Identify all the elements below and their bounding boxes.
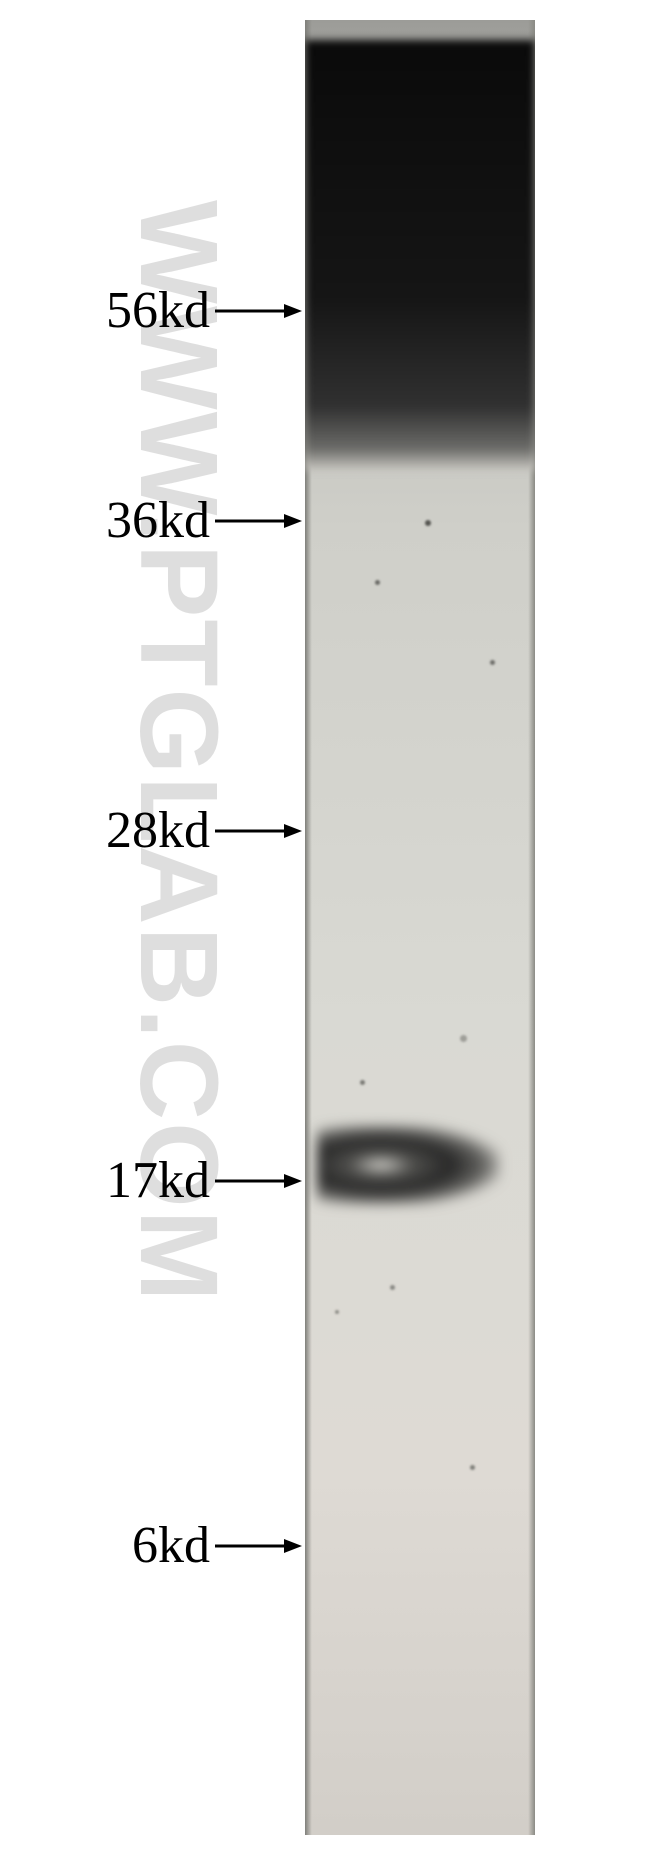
arrow-shaft bbox=[215, 309, 286, 312]
blot-lane bbox=[305, 20, 535, 1835]
lane-speck bbox=[490, 660, 495, 665]
blot-band-band-17kd bbox=[317, 1125, 500, 1205]
arrow-head-icon bbox=[284, 1539, 302, 1553]
mw-marker-arrow bbox=[215, 1180, 302, 1181]
arrow-shaft bbox=[215, 519, 286, 522]
arrow-head-icon bbox=[284, 824, 302, 838]
arrow-head-icon bbox=[284, 1174, 302, 1188]
arrow-shaft bbox=[215, 1544, 286, 1547]
blot-band-top-smear bbox=[305, 40, 535, 470]
mw-marker-label: 17kd bbox=[106, 1151, 210, 1210]
lane-speck bbox=[460, 1035, 467, 1042]
blot-figure: WWW.PTGLAB.COM 56kd 36kd 28kd 17kd 6kd bbox=[0, 0, 650, 1855]
mw-marker-arrow bbox=[215, 830, 302, 831]
lane-speck bbox=[390, 1285, 395, 1290]
arrow-head-icon bbox=[284, 514, 302, 528]
lane-speck bbox=[425, 520, 431, 526]
mw-marker-arrow bbox=[215, 520, 302, 521]
mw-marker-arrow bbox=[215, 310, 302, 311]
arrow-shaft bbox=[215, 829, 286, 832]
arrow-head-icon bbox=[284, 304, 302, 318]
watermark-text: WWW.PTGLAB.COM bbox=[115, 200, 242, 1303]
lane-speck bbox=[375, 580, 380, 585]
arrow-shaft bbox=[215, 1179, 286, 1182]
mw-marker-label: 56kd bbox=[106, 281, 210, 340]
lane-speck bbox=[360, 1080, 365, 1085]
mw-marker-label: 6kd bbox=[132, 1516, 210, 1575]
mw-marker-label: 36kd bbox=[106, 491, 210, 550]
mw-marker-arrow bbox=[215, 1545, 302, 1546]
mw-marker-label: 28kd bbox=[106, 801, 210, 860]
lane-speck bbox=[335, 1310, 339, 1314]
lane-speck bbox=[470, 1465, 475, 1470]
